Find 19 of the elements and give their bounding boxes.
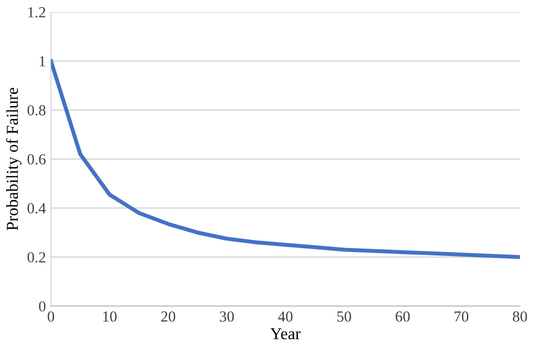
x-tick-label: 80	[512, 311, 527, 322]
x-tick-label: 30	[220, 311, 234, 322]
x-tick-label: 50	[337, 311, 352, 322]
y-tick-label: 0.8	[28, 105, 46, 116]
y-tick-label: 0.4	[28, 203, 46, 214]
y-tick-label: 0	[39, 301, 46, 312]
y-tick-label: 0.2	[28, 252, 46, 263]
y-axis-title: Probability of Failure	[6, 88, 22, 230]
x-tick-label: 20	[161, 311, 176, 322]
x-tick-label: 10	[103, 311, 117, 322]
x-tick-label: 40	[278, 311, 292, 322]
x-axis-title: Year	[270, 328, 301, 340]
x-tick-label: 0	[48, 311, 54, 322]
x-tick-label: 70	[454, 311, 468, 322]
line-series	[50, 59, 520, 259]
y-tick-label: 1.2	[28, 7, 46, 18]
y-tick-label: 0.6	[28, 154, 46, 165]
x-tick-label: 60	[396, 311, 410, 322]
y-tick-label: 1	[40, 56, 46, 66]
